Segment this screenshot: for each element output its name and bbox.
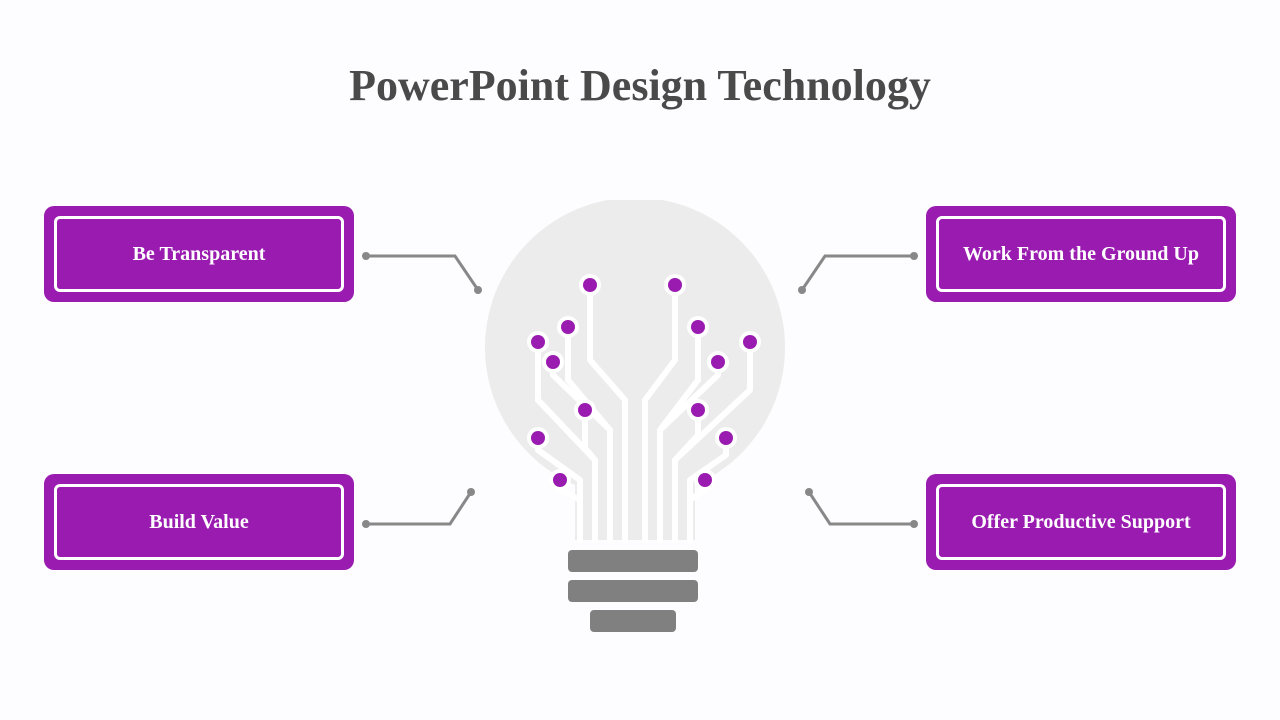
box-bottom-right: Offer Productive Support (926, 474, 1236, 570)
lightbulb-icon (480, 200, 790, 680)
box-top-right-label: Work From the Ground Up (936, 216, 1226, 292)
box-top-right: Work From the Ground Up (926, 206, 1236, 302)
box-top-left-label: Be Transparent (54, 216, 344, 292)
box-bottom-left: Build Value (44, 474, 354, 570)
box-bottom-right-label: Offer Productive Support (936, 484, 1226, 560)
page-title: PowerPoint Design Technology (0, 60, 1280, 111)
box-top-left: Be Transparent (44, 206, 354, 302)
box-bottom-left-label: Build Value (54, 484, 344, 560)
